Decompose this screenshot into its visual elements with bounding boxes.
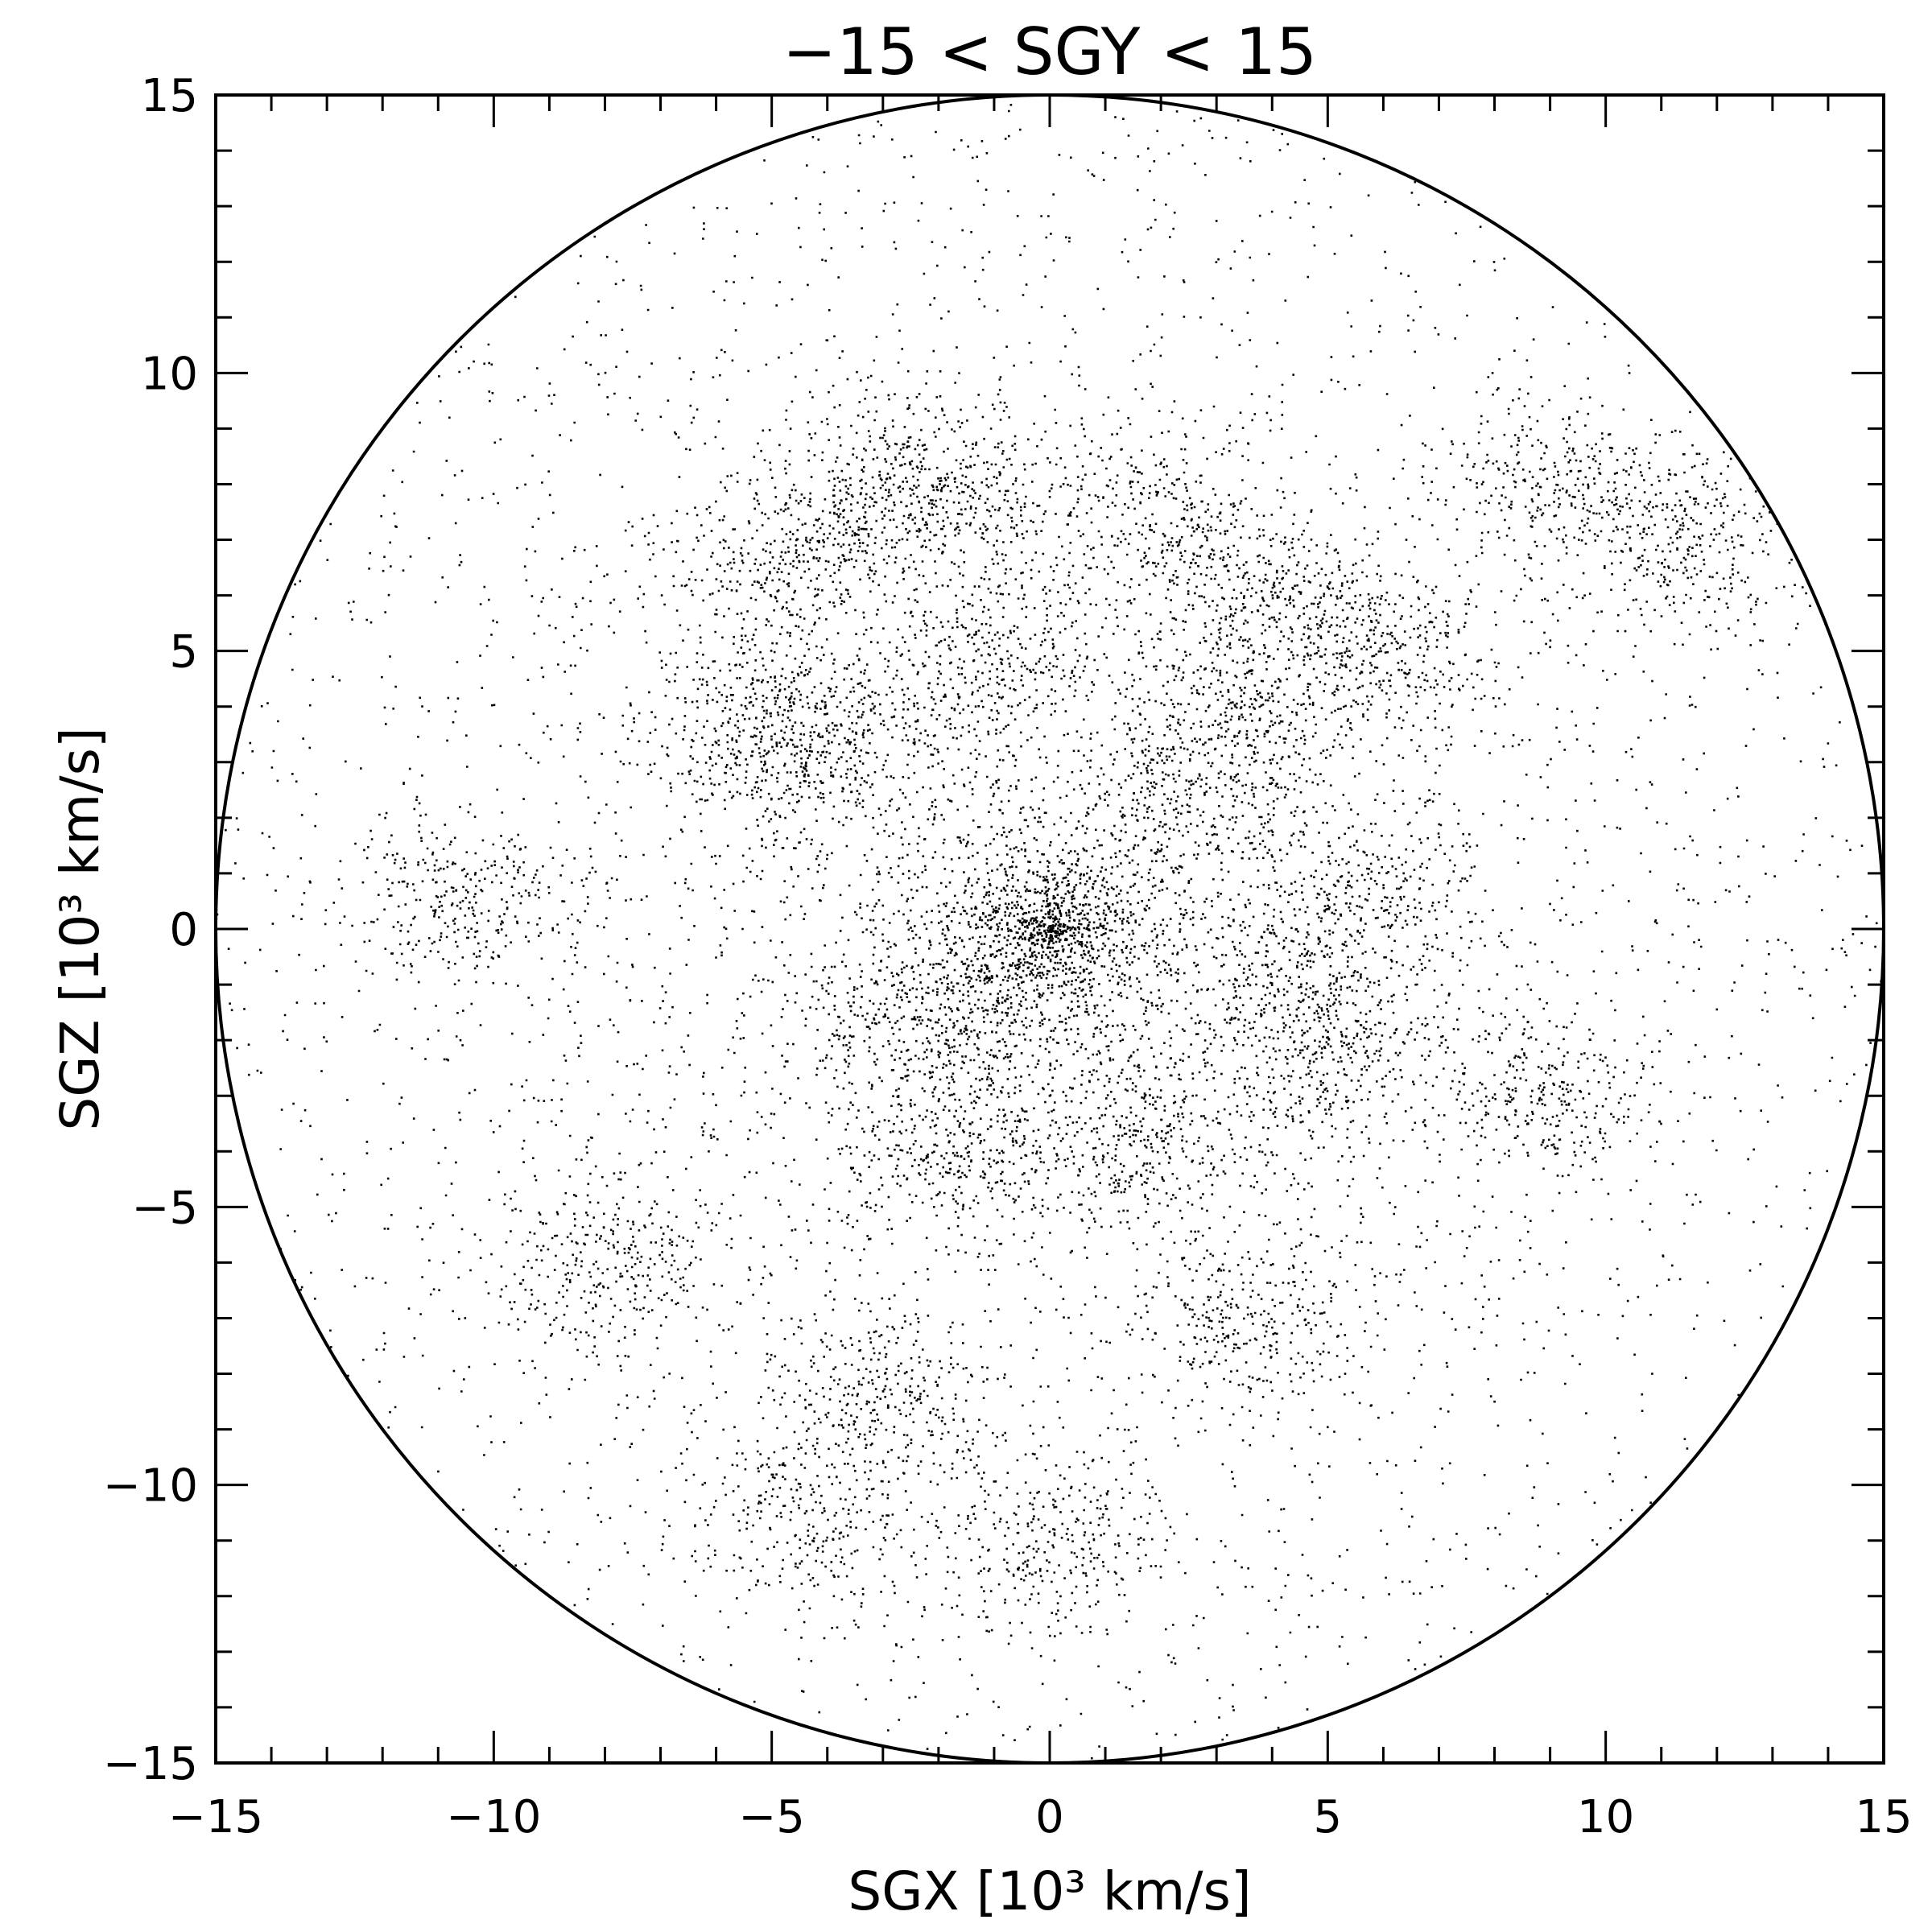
y-tick-label: 10 (141, 348, 198, 400)
scatter-point-cloud (216, 104, 1882, 1760)
y-tick-label: −15 (103, 1738, 198, 1790)
y-tick-label: −5 (131, 1182, 198, 1234)
x-tick-label: 15 (1855, 1791, 1912, 1843)
plot-frame (214, 93, 1885, 1765)
data-points (216, 104, 1882, 1760)
axis-ticks (214, 93, 1885, 1765)
y-tick-label: 15 (141, 70, 198, 122)
x-axis-label: SGX [10³ km/s] (848, 1860, 1251, 1922)
x-tick-label: 0 (1035, 1791, 1064, 1843)
y-tick-label: −10 (103, 1460, 198, 1513)
y-tick-label: 0 (169, 904, 198, 956)
x-tick-label: −15 (168, 1791, 263, 1843)
chart-title: −15 < SGY < 15 (782, 14, 1317, 89)
x-tick-label: −10 (446, 1791, 541, 1843)
x-tick-label: 10 (1577, 1791, 1634, 1843)
y-axis-label: SGZ [10³ km/s] (49, 727, 111, 1130)
x-tick-label: 5 (1314, 1791, 1343, 1843)
tick-labels: −15 −10 −5 0 5 10 15 −15 −10 −5 0 5 10 15 (103, 70, 1913, 1843)
x-tick-label: −5 (738, 1791, 805, 1843)
y-tick-label: 5 (169, 626, 198, 679)
